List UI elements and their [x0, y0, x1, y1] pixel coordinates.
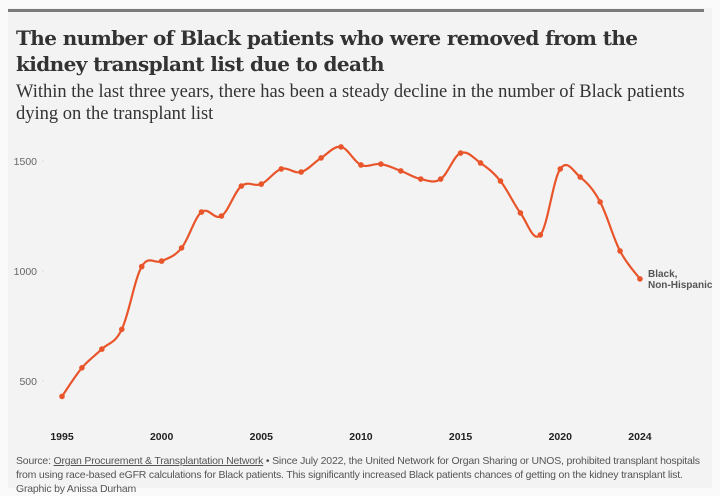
data-point-2016 — [477, 160, 484, 166]
series-line-black-non-hispanic — [60, 145, 642, 398]
data-point-2019 — [537, 232, 544, 238]
x-tick-label: 2020 — [549, 431, 573, 443]
data-point-2001 — [178, 245, 185, 251]
data-point-1996 — [79, 365, 85, 371]
chart-subtitle: Within the last three years, there has b… — [16, 82, 685, 124]
series-points — [59, 144, 643, 400]
data-point-2008 — [318, 155, 324, 161]
data-point-1999 — [138, 263, 145, 270]
chart-card: The number of Black patients who were re… — [8, 8, 712, 495]
data-point-2024 — [637, 276, 643, 282]
data-point-2009 — [338, 144, 344, 150]
x-tick-label: 2005 — [250, 431, 274, 443]
data-point-1998 — [118, 326, 125, 333]
data-point-2013 — [417, 176, 424, 182]
data-point-2000 — [158, 258, 165, 264]
data-point-2015 — [457, 150, 464, 156]
source-prefix: Source: — [16, 455, 54, 467]
data-point-2022 — [597, 199, 603, 205]
data-point-2023 — [617, 248, 623, 254]
data-point-1995 — [59, 393, 65, 400]
data-point-1997 — [99, 346, 105, 352]
source-link[interactable]: Organ Procurement & Transplantation Netw… — [53, 455, 264, 467]
x-tick-label: 1995 — [50, 431, 74, 443]
top-rule — [8, 9, 704, 12]
data-point-2021 — [577, 174, 583, 180]
x-axis: 1995 2000 2005 2010 2015 2020 2024 — [50, 431, 651, 443]
data-point-2003 — [218, 213, 225, 219]
data-point-2006 — [278, 166, 285, 172]
data-point-2017 — [497, 178, 504, 184]
data-point-2012 — [398, 168, 404, 174]
x-tick-label: 2015 — [449, 431, 473, 443]
y-tick-label: 500 — [19, 376, 37, 388]
chart-title: The number of Black patients who were re… — [16, 26, 638, 76]
series-label-line1: Black, — [648, 269, 678, 280]
data-point-2002 — [198, 209, 205, 215]
data-point-2010 — [358, 162, 364, 168]
data-point-2007 — [298, 169, 304, 175]
y-tick-label: 1000 — [14, 266, 38, 278]
x-tick-label: 2024 — [628, 431, 652, 443]
data-point-2018 — [517, 210, 524, 216]
y-axis: 500 1000 1500 — [14, 156, 44, 388]
series-label-line2: Non-Hispanic — [648, 280, 713, 291]
data-point-2014 — [437, 176, 444, 182]
y-tick-label: 1500 — [14, 156, 38, 168]
data-point-2005 — [258, 181, 265, 187]
footer: Source: Organ Procurement & Transplantat… — [16, 454, 708, 496]
footer-note: • Since July 2022, the United Network fo… — [16, 455, 700, 481]
x-tick-label: 2010 — [349, 431, 373, 443]
data-point-2020 — [557, 166, 564, 172]
data-point-2011 — [378, 161, 384, 167]
data-point-2004 — [238, 183, 245, 189]
x-tick-label: 2000 — [150, 431, 174, 443]
